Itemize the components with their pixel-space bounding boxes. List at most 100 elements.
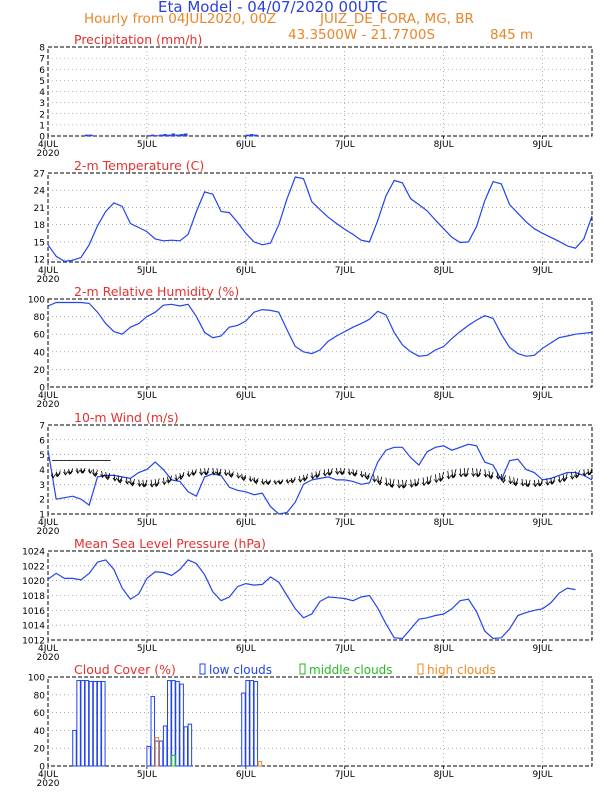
precipitation-bar (146, 135, 151, 137)
precipitation-y-tick-label: 0 (39, 133, 45, 143)
humidity-x-tick-label: 4JUL (38, 391, 58, 401)
wind-barb (410, 479, 413, 488)
humidity-x-tick-label: 8JUL (434, 391, 454, 401)
cloud-bar-low-clouds (146, 745, 151, 767)
temperature-year-label: 2020 (37, 275, 60, 285)
wind-barb (113, 474, 116, 481)
temperature-frame (47, 172, 593, 263)
humidity-frame (47, 298, 593, 388)
cloud-bar-middle-clouds (171, 754, 176, 767)
wind-barb (515, 478, 519, 486)
wind-barb-head (100, 474, 105, 479)
wind-barb-head (260, 481, 266, 485)
wind-barb-head (130, 482, 135, 487)
wind-barb-head (192, 471, 197, 476)
wind-barb-head (322, 472, 328, 477)
precipitation-bar (245, 134, 250, 137)
wind-barb-head (483, 473, 489, 478)
precipitation-bar (249, 134, 254, 137)
wind-y-tick-label: 7 (39, 422, 45, 432)
precipitation-bar (253, 134, 258, 137)
wind-barb-head (570, 475, 575, 480)
wind-barb (323, 469, 326, 476)
cloud-bar-low-clouds (88, 680, 94, 767)
precipitation-bar (175, 134, 180, 137)
chart-title: Eta Model - 04/07/2020 00UTC (158, 0, 388, 16)
temperature-x-tick-label: 7JUL (335, 266, 355, 276)
wind-barb-head (229, 473, 234, 478)
wind-barb-head (298, 478, 303, 483)
elevation-label: 845 m (490, 27, 534, 43)
wind-barb-head (476, 473, 482, 477)
wind-barb-head (426, 480, 432, 485)
wind-barb (496, 472, 499, 480)
legend-swatch-high-clouds (417, 663, 424, 675)
pressure-y-tick-label: 1012 (22, 637, 45, 647)
wind-barb-head (277, 480, 283, 485)
humidity-y-tick-label: 20 (34, 366, 46, 376)
legend-label-middle-clouds: middle clouds (309, 663, 393, 677)
wind-barb (583, 469, 586, 476)
wind-barb-head (273, 480, 278, 485)
cloud-cover-x-tick-label: 4JUL (38, 770, 58, 780)
wind-barb-head (512, 481, 518, 486)
precipitation-bar (150, 134, 155, 137)
wind-barb-head (501, 479, 506, 484)
cloud-cover-y-tick-label: 40 (34, 727, 46, 737)
wind-barb-head (315, 473, 321, 478)
location-label: JUIZ_DE_FORA, MG, BR (320, 11, 474, 27)
temperature-x-tick-label: 9JUL (533, 266, 553, 276)
pressure-x-tick-label: 7JUL (335, 644, 355, 654)
wind-barb-head (365, 476, 370, 481)
wind-barb-head (550, 480, 556, 485)
wind-barb (298, 476, 301, 483)
wind-barb-head (439, 476, 444, 481)
humidity-y-tick-label: 80 (34, 313, 46, 323)
wind-x-tick-label: 9JUL (533, 518, 553, 528)
wind-barb-head (587, 471, 593, 476)
wind-barb-head (347, 471, 353, 476)
pressure-y-tick-label: 1024 (22, 548, 45, 558)
wind-barb-head (68, 470, 74, 475)
wind-barb (533, 479, 536, 487)
wind-barb-head (388, 483, 394, 488)
wind-x-tick-label: 7JUL (335, 518, 355, 528)
precipitation-y-tick-label: 8 (39, 44, 45, 54)
wind-barb-head (79, 469, 85, 474)
temperature-y-tick-label: 27 (34, 170, 45, 180)
cloud-bar-low-clouds (171, 680, 176, 767)
wind-barb-head (458, 473, 464, 478)
wind-barb (204, 468, 207, 475)
cloud-bar-low-clouds (84, 680, 90, 767)
cloud-cover-x-tick-label: 6JUL (236, 770, 256, 780)
cloud-cover-y-tick-label: 60 (34, 709, 46, 719)
legend-label-low-clouds: low clouds (209, 663, 272, 677)
wind-barb (311, 472, 314, 479)
wind-barb-head (241, 477, 247, 482)
temperature-y-tick-label: 12 (34, 256, 45, 266)
wind-barb-head (211, 471, 217, 476)
wind-x-tick-label: 8JUL (434, 518, 454, 528)
cloud-bar-low-clouds (249, 680, 254, 767)
humidity-y-tick-label: 0 (39, 384, 45, 394)
cloud-cover-y-tick-label: 0 (39, 763, 45, 773)
wind-barb-head (93, 473, 98, 478)
wind-barb-head (557, 479, 563, 484)
wind-barb (397, 479, 400, 488)
pressure-x-tick-label: 4JUL (38, 644, 58, 654)
wind-barb-head (340, 471, 346, 476)
humidity-x-tick-label: 7JUL (335, 391, 355, 401)
wind-barb-head (532, 483, 538, 488)
wind-barb-head (377, 481, 383, 486)
wind-barb-head (524, 483, 530, 488)
wind-barb (472, 468, 474, 477)
precipitation-bar (154, 135, 159, 137)
forecast-subtitle: Hourly from 04JUL2020, 00Z (84, 11, 277, 27)
cloud-bar-low-clouds (76, 680, 81, 767)
wind-barb-head (80, 469, 86, 474)
wind-barb-head (520, 482, 526, 487)
wind-barb (484, 469, 487, 478)
cloud-bar-low-clouds (167, 680, 172, 767)
wind-barb-head (142, 483, 148, 488)
humidity-title: 2-m Relative Humidity (%) (74, 284, 239, 299)
